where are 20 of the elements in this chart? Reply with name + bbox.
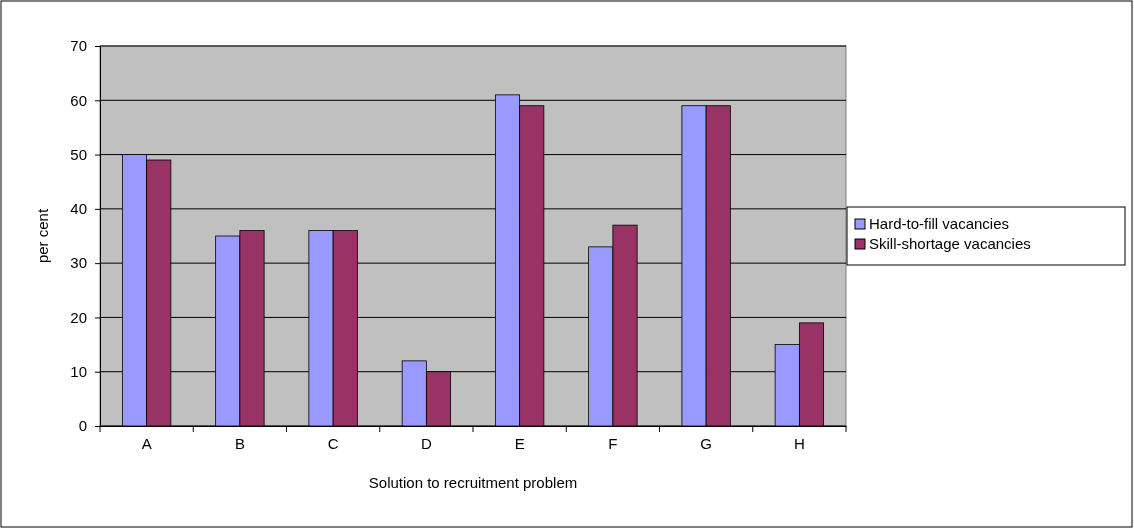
x-tick-label: C (327, 434, 339, 452)
y-tick-label: 10 (70, 363, 87, 381)
x-tick-label: D (420, 434, 432, 452)
y-tick-label: 30 (70, 254, 87, 272)
y-tick-label: 0 (78, 417, 87, 435)
legend-label: Hard-to-fill vacancies (869, 215, 1010, 232)
x-tick-label: A (141, 434, 152, 452)
y-tick-label: 70 (70, 37, 87, 55)
x-tick-label: E (514, 434, 525, 452)
x-tick-label: H (793, 434, 805, 452)
x-axis-title: Solution to recruitment problem (368, 474, 578, 491)
y-tick-label: 20 (70, 308, 87, 326)
x-tick-label: B (234, 434, 245, 452)
y-tick-label: 60 (70, 91, 87, 109)
x-tick-label: F (608, 434, 618, 452)
x-tick-label: G (700, 434, 712, 452)
y-tick-label: 50 (70, 145, 87, 163)
y-axis-title: per cent (34, 208, 51, 264)
y-tick-label: 40 (70, 200, 87, 218)
legend-label: Skill-shortage vacancies (869, 235, 1031, 252)
